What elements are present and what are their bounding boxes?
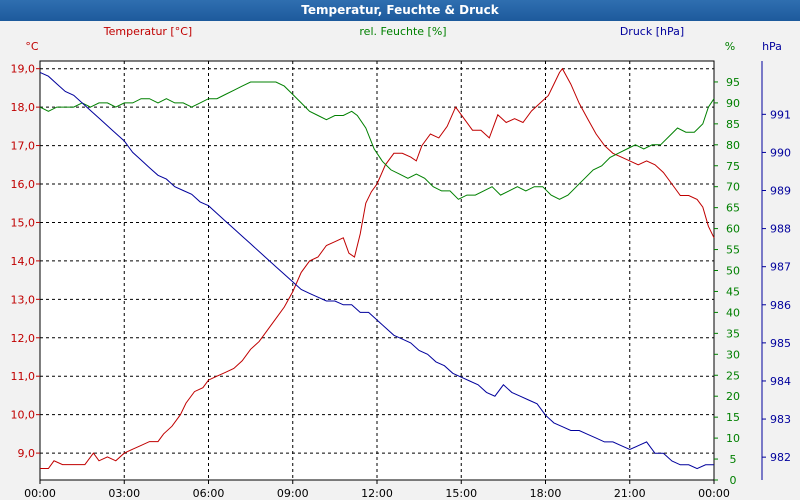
humidity-tick-label: 15 [726, 411, 740, 424]
humidity-tick-label: 75 [726, 160, 740, 173]
pressure-tick-label: 985 [770, 337, 791, 350]
left-axis-ticks: 9,0 10,0 11,0 12,0 13,0 14,0 15,0 16,0 17,0 18,0 1… [11, 63, 40, 460]
x-tick-time-label: 15:00 [445, 487, 477, 500]
temperature-tick-label: 16,0 [11, 178, 36, 191]
temperature-legend: Temperatur [°C] [103, 25, 192, 38]
chart-area: Temperatur [°C] rel. Feuchte [%] Druck [… [11, 25, 792, 500]
x-tick-time-label: 06:00 [193, 487, 225, 500]
pressure-tick-label: 987 [770, 261, 791, 274]
humidity-tick-label: 0 [730, 474, 737, 487]
temperature-tick-label: 18,0 [11, 101, 36, 114]
humidity-tick-label: 10 [726, 432, 740, 445]
temperature-tick-label: 9,0 [18, 447, 36, 460]
temperature-tick-label: 12,0 [11, 332, 36, 345]
humidity-tick-label: 80 [726, 139, 740, 152]
humidity-tick-label: 85 [726, 118, 740, 131]
x-tick-time-label: 18:00 [530, 487, 562, 500]
humidity-tick-label: 55 [726, 244, 740, 257]
temperature-tick-label: 14,0 [11, 255, 36, 268]
x-tick-time-label: 00:00 [698, 487, 730, 500]
temperature-tick-label: 15,0 [11, 216, 36, 229]
humidity-tick-label: 70 [726, 181, 740, 194]
x-tick-time-label: 12:00 [361, 487, 393, 500]
pressure-series-line [39, 71, 714, 470]
x-tick-time-label: 09:00 [277, 487, 309, 500]
humidity-tick-label: 35 [726, 327, 740, 340]
left-axis-unit: °C [25, 40, 39, 53]
humidity-tick-label: 95 [726, 76, 740, 89]
humidity-tick-label: 20 [726, 390, 740, 403]
humidity-tick-label: 45 [726, 285, 740, 298]
temperature-tick-label: 17,0 [11, 140, 36, 153]
temperature-tick-label: 11,0 [11, 370, 36, 383]
humidity-tick-label: 90 [726, 97, 740, 110]
grid-lines [40, 61, 714, 480]
pressure-axis-ticks: 982 983 984 985 986 987 988 989 990 991 [762, 108, 791, 464]
temperature-series-line [40, 67, 715, 469]
pressure-tick-label: 982 [770, 451, 791, 464]
pressure-tick-label: 989 [770, 185, 791, 198]
humidity-tick-label: 40 [726, 306, 740, 319]
humidity-legend: rel. Feuchte [%] [359, 25, 446, 38]
x-tick-time-label: 21:00 [614, 487, 646, 500]
humidity-axis-ticks: 0 5 10 15 20 25 30 35 40 45 50 55 60 65 70 75 80 85 90 95 [714, 76, 740, 487]
temperature-tick-label: 10,0 [11, 409, 36, 422]
x-axis-ticks: 00:0013.07.1203:0013.07.1206:0013.07.120… [24, 480, 730, 500]
x-tick-time-label: 03:00 [108, 487, 140, 500]
humidity-tick-label: 65 [726, 202, 740, 215]
pressure-tick-label: 984 [770, 375, 791, 388]
pressure-axis-unit: hPa [762, 40, 782, 53]
humidity-tick-label: 50 [726, 265, 740, 278]
humidity-tick-label: 30 [726, 348, 740, 361]
humidity-axis-unit: % [725, 40, 735, 53]
pressure-tick-label: 983 [770, 413, 791, 426]
pressure-tick-label: 990 [770, 146, 791, 159]
pressure-legend: Druck [hPa] [620, 25, 684, 38]
pressure-tick-label: 991 [770, 108, 791, 121]
window-title: Temperatur, Feuchte & Druck [0, 0, 800, 21]
humidity-tick-label: 60 [726, 223, 740, 236]
humidity-tick-label: 25 [726, 369, 740, 382]
x-tick-time-label: 00:00 [24, 487, 56, 500]
pressure-tick-label: 986 [770, 299, 791, 312]
temperature-tick-label: 13,0 [11, 293, 36, 306]
humidity-series-line [39, 81, 715, 200]
pressure-tick-label: 988 [770, 223, 791, 236]
humidity-tick-label: 5 [730, 453, 737, 466]
temperature-tick-label: 19,0 [11, 63, 36, 76]
